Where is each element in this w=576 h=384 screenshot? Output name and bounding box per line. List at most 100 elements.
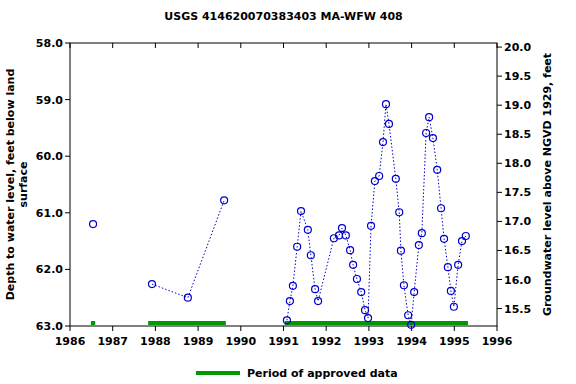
x-tick-label: 1992 <box>311 335 342 348</box>
y2-tick <box>497 163 502 164</box>
x-tick-label: 1994 <box>396 335 427 348</box>
legend-label: Period of approved data <box>247 367 398 380</box>
data-point <box>450 303 457 310</box>
data-point <box>462 233 469 240</box>
data-point <box>434 166 441 173</box>
data-point <box>408 321 415 328</box>
y2-tick-label: 19.5 <box>504 70 531 83</box>
y-axis-label: Depth to water level, feet below land <box>4 69 17 301</box>
data-point <box>444 264 451 271</box>
x-tick <box>112 326 113 331</box>
x-tick <box>326 326 327 331</box>
data-point <box>415 242 422 249</box>
data-point <box>362 307 369 314</box>
y2-tick-label: 20.0 <box>504 41 531 54</box>
x-tick <box>70 326 71 331</box>
data-point <box>429 135 436 142</box>
x-tick <box>283 326 284 331</box>
data-point <box>350 261 357 268</box>
data-point <box>397 247 404 254</box>
x-tick <box>283 43 284 48</box>
y-tick-label: 58.0 <box>36 37 63 50</box>
data-point <box>336 232 343 239</box>
x-tick-label: 1996 <box>482 335 513 348</box>
data-point <box>365 315 372 322</box>
y-tick <box>65 269 70 270</box>
y2-tick <box>497 221 502 222</box>
y2-tick <box>497 134 502 135</box>
y2-tick-label: 18.5 <box>504 128 531 141</box>
data-point <box>379 139 386 146</box>
y2-tick <box>497 279 502 280</box>
y2-tick <box>497 76 502 77</box>
y2-tick-label: 17.5 <box>504 186 531 199</box>
x-tick-label: 1995 <box>439 335 470 348</box>
data-point <box>438 205 445 212</box>
y-tick-label: 60.0 <box>36 150 63 163</box>
data-point <box>283 317 290 324</box>
y-tick <box>65 326 70 327</box>
x-tick <box>368 326 369 331</box>
y2-tick-label: 17.0 <box>504 215 531 228</box>
data-point <box>455 261 462 268</box>
y-tick <box>65 99 70 100</box>
x-tick <box>411 43 412 48</box>
y2-tick-label: 19.0 <box>504 99 531 112</box>
data-point <box>312 286 319 293</box>
x-tick <box>240 326 241 331</box>
data-point <box>385 120 392 127</box>
data-point <box>376 173 383 180</box>
y-tick-label: 63.0 <box>36 320 63 333</box>
data-point <box>358 289 365 296</box>
x-tick <box>155 326 156 331</box>
data-point <box>289 282 296 289</box>
approved-period <box>91 321 95 325</box>
x-tick-label: 1987 <box>97 335 128 348</box>
data-point <box>294 243 301 250</box>
y2-tick-label: 16.0 <box>504 274 531 287</box>
data-point <box>148 281 155 288</box>
approved-period <box>148 321 226 325</box>
data-point <box>353 276 360 283</box>
data-point <box>400 282 407 289</box>
x-tick <box>70 43 71 48</box>
data-point <box>405 312 412 319</box>
data-point <box>411 289 418 296</box>
y2-tick <box>497 47 502 48</box>
data-point <box>90 221 97 228</box>
x-tick-label: 1990 <box>225 335 256 348</box>
y2-tick <box>497 250 502 251</box>
x-tick <box>454 326 455 331</box>
y2-tick-label: 18.0 <box>504 157 531 170</box>
y-tick <box>65 156 70 157</box>
data-point <box>418 230 425 237</box>
data-point <box>184 294 191 301</box>
data-point <box>426 114 433 121</box>
legend-swatch <box>196 371 240 375</box>
data-point <box>441 235 448 242</box>
x-tick-label: 1986 <box>55 335 86 348</box>
x-tick <box>155 43 156 48</box>
x-tick <box>240 43 241 48</box>
x-tick <box>112 43 113 48</box>
y2-tick-label: 16.5 <box>504 244 531 257</box>
chart: USGS 414620070383403 MA-WFW 408 1986 1987 1… <box>0 0 576 384</box>
x-tick <box>368 43 369 48</box>
x-tick <box>198 326 199 331</box>
data-point <box>221 197 228 204</box>
x-tick-label: 1991 <box>268 335 299 348</box>
series-line <box>152 200 224 297</box>
data-point <box>392 175 399 182</box>
y-tick <box>65 43 70 44</box>
title: USGS 414620070383403 MA-WFW 408 <box>164 10 402 23</box>
y-tick-label: 61.0 <box>36 207 63 220</box>
series-line <box>287 104 466 325</box>
data-point <box>423 129 430 136</box>
x-tick-label: 1993 <box>354 335 385 348</box>
data-point <box>286 298 293 305</box>
y-tick-label: 59.0 <box>36 94 63 107</box>
x-tick <box>326 43 327 48</box>
x-tick-label: 1988 <box>140 335 171 348</box>
data-point <box>338 225 345 232</box>
plot-frame <box>70 43 497 326</box>
